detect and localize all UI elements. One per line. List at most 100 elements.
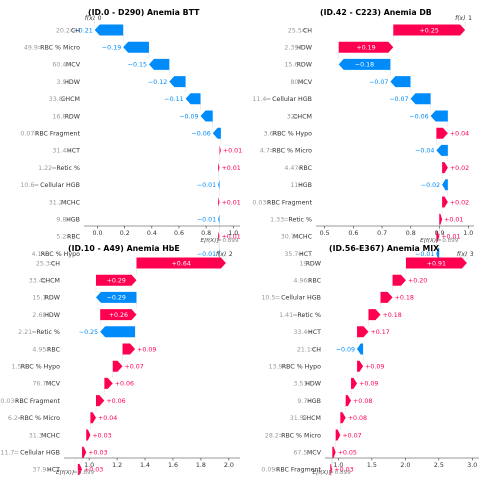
contribution-bar — [357, 326, 369, 338]
equals-sign: = — [298, 45, 303, 52]
equals-sign: = — [266, 199, 271, 206]
feature-name: CH — [312, 346, 321, 353]
feature-value: 2.21 — [18, 329, 32, 336]
contribution-label: +0.03 — [334, 467, 353, 474]
feature-value: 0.07 — [20, 131, 34, 138]
feature-name: RBC % Micro — [272, 148, 312, 155]
equals-sign: = — [284, 217, 289, 224]
contribution-label: +0.19 — [356, 45, 375, 52]
contribution-bar — [200, 110, 213, 122]
efx-value: 0.899 — [335, 470, 351, 476]
feature-name: RBC % Hypo — [21, 364, 60, 371]
contribution-label: −0.01 — [197, 182, 216, 189]
fx-value: 2 — [229, 251, 233, 258]
x-tick-label: 0.8 — [201, 230, 211, 237]
contribution-bar — [338, 58, 391, 70]
feature-value: 25.5 — [288, 27, 302, 34]
contribution-bar — [100, 309, 137, 321]
contribution-label: −0.04 — [415, 148, 434, 155]
x-tick-label: 1.6 — [168, 462, 178, 469]
equals-sign: = — [66, 79, 71, 86]
contribution-label: −0.11 — [164, 96, 183, 103]
fx-label: f(x) — [455, 15, 465, 22]
feature-name: RBC — [67, 234, 81, 241]
contribution-label: +0.02 — [450, 165, 469, 172]
equals-sign: = — [307, 450, 312, 457]
feature-value: 10.5 — [261, 295, 275, 302]
contribution-bar — [332, 446, 336, 458]
equals-sign: = — [14, 450, 19, 457]
contribution-label: +0.09 — [359, 381, 378, 388]
contribution-label: −0.19 — [102, 45, 121, 52]
contribution-bar — [330, 463, 333, 475]
contribution-bar — [86, 429, 91, 441]
feature-value: 21.1 — [297, 346, 311, 353]
contribution-bar — [148, 58, 170, 70]
contribution-label: +0.03 — [88, 450, 107, 457]
feature-value: 32 — [287, 113, 295, 120]
feature-name: HCT — [47, 467, 60, 474]
feature-value: 20.2 — [56, 27, 70, 34]
efx-value: 0.899 — [78, 470, 94, 476]
contribution-bar — [212, 127, 221, 139]
contribution-bar — [393, 24, 466, 36]
contribution-bar — [104, 377, 113, 389]
feature-name: HDW — [305, 381, 322, 388]
contribution-label: −0.25 — [79, 329, 98, 336]
equals-sign: = — [298, 165, 303, 172]
x-tick-label: 0.4 — [147, 230, 157, 237]
contribution-label: −0.09 — [179, 113, 198, 120]
equals-sign: = — [46, 312, 51, 319]
fx-value: 3 — [470, 251, 474, 258]
contribution-label: +0.08 — [353, 398, 372, 405]
equals-sign: = — [46, 467, 51, 474]
contribution-bar — [95, 274, 137, 286]
contribution-bar — [218, 230, 220, 242]
contribution-bar — [345, 395, 352, 407]
feature-name: MCHC — [293, 234, 313, 241]
feature-value: 19 — [299, 260, 307, 267]
contribution-label: +0.02 — [450, 199, 469, 206]
equals-sign: = — [17, 415, 22, 422]
contribution-label: +0.06 — [115, 381, 134, 388]
equals-sign: = — [275, 295, 280, 302]
contribution-label: +0.26 — [109, 312, 128, 319]
contribution-bar — [338, 41, 394, 53]
x-tick-label: 2.0 — [224, 462, 234, 469]
feature-name: HDW — [64, 79, 81, 86]
contribution-label: −0.02 — [421, 182, 440, 189]
feature-name: HGB — [298, 182, 312, 189]
x-tick-label: 2.0 — [400, 462, 410, 469]
contribution-bar — [442, 162, 448, 174]
equals-sign: = — [69, 27, 74, 34]
feature-value: 2.68 — [32, 312, 46, 319]
feature-name: Cellular HGB — [20, 450, 60, 457]
contribution-bar — [436, 230, 440, 242]
contribution-bar — [357, 343, 364, 355]
feature-value: 31.5 — [290, 415, 304, 422]
feature-name: CHCM — [41, 278, 60, 285]
feature-name: Retic % — [56, 165, 80, 172]
feature-name: RBC — [299, 165, 313, 172]
x-tick-label: 0.6 — [348, 230, 358, 237]
fx-label: f(x) — [85, 15, 95, 22]
equals-sign: = — [310, 346, 315, 353]
x-tick-label: 3.0 — [467, 462, 477, 469]
contribution-bar — [357, 360, 364, 372]
feature-value: 31.3 — [29, 432, 43, 439]
feature-value: 33.4 — [29, 278, 43, 285]
x-tick-label: 0.0 — [93, 230, 103, 237]
feature-name: HCT — [308, 329, 321, 336]
feature-name: RBC % Hypo — [273, 131, 312, 138]
contribution-label: +0.01 — [222, 165, 241, 172]
equals-sign: = — [298, 182, 303, 189]
contribution-bar — [436, 127, 448, 139]
equals-sign: = — [41, 251, 46, 258]
x-tick-label: 1.0 — [84, 462, 94, 469]
feature-name: RDW — [297, 62, 313, 69]
feature-value: 3.9 — [56, 79, 66, 86]
equals-sign: = — [49, 260, 54, 267]
equals-sign: = — [52, 165, 57, 172]
feature-value: 16.8 — [52, 113, 66, 120]
